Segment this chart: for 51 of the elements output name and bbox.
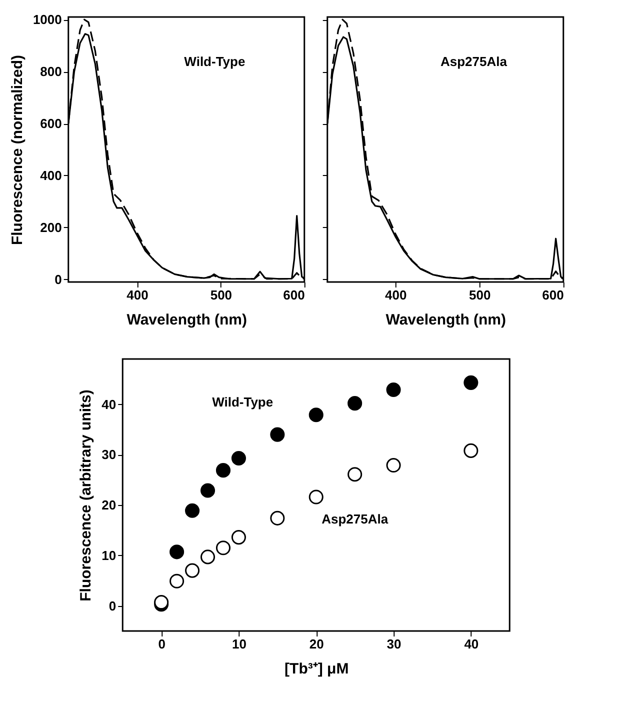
- annotation: Asp275Ala: [440, 54, 508, 70]
- y-tick-label: 10: [102, 548, 116, 563]
- x-tick-label: 20: [309, 636, 324, 652]
- point: [170, 544, 184, 560]
- y-tick-label: 200: [40, 220, 62, 235]
- point: [348, 396, 362, 411]
- y-tick-label: 20: [102, 498, 116, 513]
- x-axis-title: Wavelength (nm): [126, 312, 248, 328]
- point: [170, 574, 184, 588]
- point: [270, 427, 285, 442]
- y-tick-label: 800: [40, 64, 62, 80]
- y-tick-label: 0: [108, 598, 116, 614]
- y-tick-label: 400: [40, 168, 62, 183]
- point: [185, 563, 200, 578]
- x-tick-label: 600: [283, 288, 305, 302]
- point: [200, 550, 216, 564]
- y-tick-label: 1000: [32, 12, 62, 28]
- annotation: Asp275Ala: [322, 511, 389, 526]
- point: [270, 510, 285, 526]
- y-tick-label: 600: [40, 116, 62, 132]
- x-tick-label: 10: [232, 636, 246, 652]
- x-axis-title: [Tb³⁺] μM: [284, 660, 349, 678]
- point: [231, 530, 246, 545]
- y-axis-title: Fluorescence (arbitrary units): [78, 390, 95, 602]
- y-tick-label: 40: [102, 396, 116, 412]
- annotation: Wild-Type: [184, 54, 246, 70]
- x-axis-title: Wavelength (nm): [386, 312, 506, 328]
- point: [308, 408, 324, 422]
- point: [231, 450, 246, 466]
- x-tick-label: 400: [126, 288, 148, 302]
- y-tick-label: 30: [102, 447, 116, 462]
- point: [308, 490, 324, 504]
- x-tick-label: 30: [386, 636, 402, 652]
- point: [386, 458, 401, 473]
- point: [216, 463, 231, 478]
- x-tick-label: 40: [464, 636, 479, 652]
- x-tick-label: 600: [542, 288, 564, 302]
- x-tick-label: 0: [158, 636, 166, 652]
- x-tick-label: 400: [385, 288, 407, 302]
- point: [185, 503, 200, 518]
- y-axis-title: Fluorescence (normalized): [8, 54, 26, 246]
- point: [348, 467, 362, 482]
- point: [464, 375, 478, 390]
- y-tick-label: 0: [54, 272, 62, 287]
- point: [216, 540, 231, 556]
- point: [464, 443, 478, 458]
- annotation: Wild-Type: [212, 394, 274, 410]
- point: [200, 483, 216, 498]
- point: [386, 382, 401, 397]
- x-tick-label: 500: [210, 288, 232, 302]
- x-tick-label: 500: [469, 288, 491, 302]
